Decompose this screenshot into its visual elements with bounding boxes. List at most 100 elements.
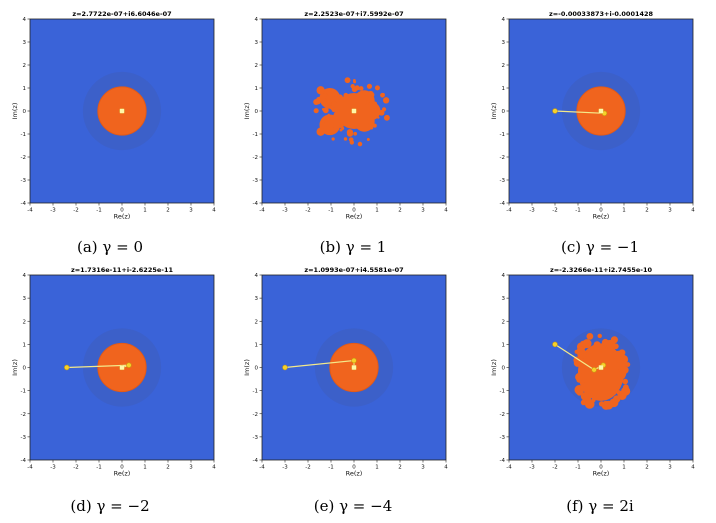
x-axis-label: Re(z): [114, 213, 131, 221]
x-tick-label: 4: [444, 208, 448, 214]
basin-halo: [82, 71, 162, 151]
fixed-point-marker: [119, 108, 125, 114]
x-tick-label: 0: [352, 208, 356, 214]
y-tick-label: 3: [255, 40, 259, 46]
y-tick-label: -3: [21, 435, 27, 441]
basin-halo: [561, 328, 641, 407]
x-tick-label: -2: [73, 465, 78, 471]
y-tick-label: 0: [502, 366, 506, 372]
y-tick-label: 3: [23, 296, 27, 302]
orbit-point: [351, 108, 357, 114]
x-tick-label: 1: [143, 208, 147, 214]
panel-caption: (d) γ = −2: [50, 497, 170, 515]
x-tick-label: 2: [166, 208, 170, 214]
y-tick-label: 0: [502, 109, 506, 115]
x-tick-label: -1: [328, 208, 333, 214]
basin-halo: [314, 328, 394, 407]
orbit-path: [554, 110, 607, 114]
fixed-point-marker: [351, 108, 357, 114]
y-tick-label: -4: [21, 458, 27, 464]
y-tick-label: -2: [21, 155, 26, 161]
y-tick-label: 0: [23, 109, 27, 115]
panel-caption: (e) γ = −4: [293, 497, 413, 515]
x-axis-label: Re(z): [593, 213, 610, 221]
y-tick-label: 4: [255, 17, 259, 23]
orbit-point: [351, 364, 357, 371]
caption-label: (b): [319, 238, 346, 256]
basin-halo: [561, 71, 641, 151]
plot-area-background: [508, 18, 694, 204]
x-tick-label: 3: [189, 465, 193, 471]
x-tick-label: 0: [352, 465, 356, 471]
y-tick-label: 2: [255, 319, 259, 325]
x-tick-label: -4: [259, 465, 265, 471]
y-tick-label: -3: [500, 435, 506, 441]
x-tick-label: 4: [444, 465, 448, 471]
y-tick-label: 2: [23, 63, 27, 69]
x-tick-label: -4: [259, 208, 265, 214]
plot-area-background: [29, 18, 215, 204]
caption-math: γ = 2i: [588, 497, 634, 515]
x-tick-label: -2: [552, 208, 557, 214]
basin-disk: [97, 86, 147, 136]
caption-math: γ = −2: [96, 497, 150, 515]
y-tick-label: 0: [255, 109, 259, 115]
x-tick-label: -4: [27, 208, 33, 214]
plot-area-background: [261, 18, 447, 204]
y-axis-label: Im(z): [243, 359, 251, 376]
panel-title: z=2.7722e-07+i6.6046e-07: [72, 10, 171, 18]
y-tick-label: 4: [23, 273, 27, 279]
x-tick-label: -1: [328, 465, 333, 471]
y-tick-label: 3: [502, 40, 506, 46]
y-tick-label: 2: [502, 63, 506, 69]
y-tick-label: 0: [23, 366, 27, 372]
x-tick-label: 0: [120, 465, 124, 471]
caption-label: (d): [70, 497, 97, 515]
plot-area-background: [508, 274, 694, 461]
orbit-point: [598, 108, 604, 114]
y-tick-label: -1: [21, 389, 26, 395]
caption-label: (a): [76, 238, 103, 256]
x-tick-label: -2: [305, 465, 310, 471]
y-tick-label: 0: [255, 366, 259, 372]
basin-blob: [573, 332, 631, 410]
orbit-point: [119, 108, 125, 114]
x-tick-label: 3: [668, 208, 672, 214]
orbit-path: [284, 359, 355, 369]
fixed-point-marker: [598, 108, 604, 114]
x-tick-label: 1: [375, 208, 379, 214]
x-tick-label: 4: [691, 465, 695, 471]
x-tick-label: 1: [622, 208, 626, 214]
panel-title: z=1.0993e-07+i4.5581e-07: [304, 266, 403, 274]
y-axis-label: Im(z): [11, 359, 19, 376]
y-tick-label: -3: [21, 178, 27, 184]
x-tick-label: 3: [421, 208, 425, 214]
panel-title: z=1.7316e-11+i-2.6225e-11: [71, 266, 174, 274]
x-tick-label: 3: [189, 208, 193, 214]
y-tick-label: -4: [500, 201, 506, 207]
x-tick-label: 0: [120, 208, 124, 214]
y-tick-label: 2: [23, 319, 27, 325]
x-tick-label: 1: [622, 465, 626, 471]
x-tick-label: 2: [645, 465, 649, 471]
x-tick-label: -4: [27, 465, 33, 471]
x-tick-label: 2: [645, 208, 649, 214]
x-tick-label: -3: [529, 465, 535, 471]
y-tick-label: 1: [255, 342, 259, 348]
x-tick-label: -2: [73, 208, 78, 214]
panel-caption: (f) γ = 2i: [540, 497, 660, 515]
x-tick-label: -2: [305, 208, 310, 214]
y-tick-label: 3: [502, 296, 506, 302]
plot-area-background: [261, 274, 447, 461]
y-tick-label: -4: [21, 201, 27, 207]
y-tick-label: 4: [502, 273, 506, 279]
x-tick-label: 2: [398, 208, 402, 214]
x-tick-label: -2: [552, 465, 557, 471]
panel-caption: (c) γ = −1: [540, 238, 660, 256]
x-tick-label: -4: [506, 465, 512, 471]
basin-fractal: [313, 77, 390, 147]
y-axis-label: Im(z): [490, 359, 498, 376]
orbit-point: [600, 362, 606, 368]
